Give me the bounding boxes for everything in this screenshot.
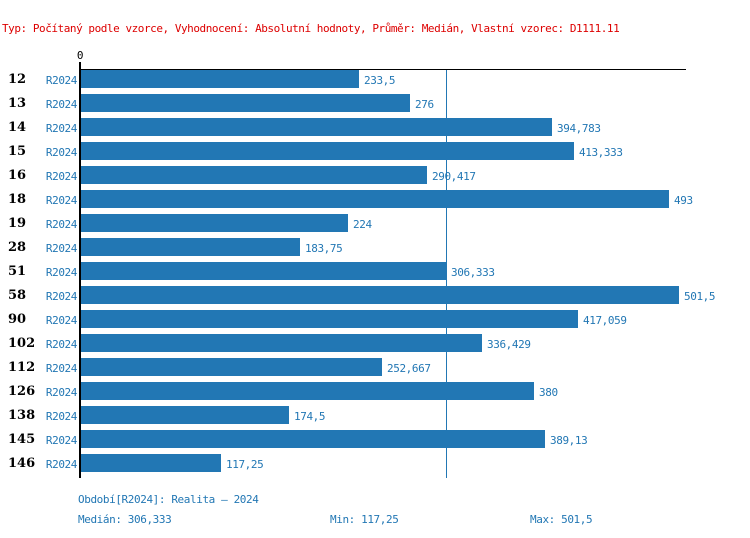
category-label: 14: [8, 120, 27, 135]
bar-row: 126 R2024 380: [0, 382, 750, 406]
series-label: R2024: [45, 290, 78, 303]
bar: [81, 358, 382, 376]
bar: [81, 190, 669, 208]
chart-config-header: Typ: Počítaný podle vzorce, Vyhodnocení:…: [2, 22, 620, 35]
series-label: R2024: [45, 98, 78, 111]
x-axis-line: [80, 69, 686, 70]
bar-value-label: 117,25: [226, 458, 264, 471]
bar-value-label: 276: [415, 98, 434, 111]
category-label: 58: [8, 288, 27, 303]
y-axis-line: [79, 62, 81, 478]
series-label: R2024: [45, 434, 78, 447]
bar-value-label: 380: [539, 386, 558, 399]
bar: [81, 334, 482, 352]
bar-row: 19 R2024 224: [0, 214, 750, 238]
bar-value-label: 389,13: [550, 434, 588, 447]
bar-row: 146 R2024 117,25: [0, 454, 750, 478]
bar-row: 28 R2024 183,75: [0, 238, 750, 262]
bar-row: 18 R2024 493: [0, 190, 750, 214]
bar-row: 12 R2024 233,5: [0, 70, 750, 94]
bar-row: 138 R2024 174,5: [0, 406, 750, 430]
category-label: 112: [8, 360, 36, 375]
series-label: R2024: [45, 386, 78, 399]
bar-value-label: 394,783: [557, 122, 601, 135]
bar-row: 14 R2024 394,783: [0, 118, 750, 142]
category-label: 28: [8, 240, 27, 255]
min-stat: Min: 117,25: [330, 513, 399, 526]
bar: [81, 310, 578, 328]
bar-value-label: 233,5: [364, 74, 396, 87]
bar-row: 51 R2024 306,333: [0, 262, 750, 286]
series-label: R2024: [45, 362, 78, 375]
series-label: R2024: [45, 218, 78, 231]
series-label: R2024: [45, 338, 78, 351]
bar: [81, 262, 446, 280]
bar-row: 145 R2024 389,13: [0, 430, 750, 454]
bar-row: 15 R2024 413,333: [0, 142, 750, 166]
category-label: 15: [8, 144, 27, 159]
bar: [81, 118, 552, 136]
bar: [81, 166, 427, 184]
series-label: R2024: [45, 74, 78, 87]
bar-row: 90 R2024 417,059: [0, 310, 750, 334]
bar: [81, 94, 410, 112]
bar-value-label: 183,75: [305, 242, 343, 255]
series-label: R2024: [45, 194, 78, 207]
bar-row: 16 R2024 290,417: [0, 166, 750, 190]
series-label: R2024: [45, 146, 78, 159]
bar: [81, 286, 679, 304]
category-label: 12: [8, 72, 27, 87]
category-label: 126: [8, 384, 36, 399]
series-label: R2024: [45, 314, 78, 327]
bar-value-label: 501,5: [684, 290, 716, 303]
bar-value-label: 413,333: [579, 146, 623, 159]
x-axis-zero-label: 0: [76, 49, 84, 62]
bar-row: 112 R2024 252,667: [0, 358, 750, 382]
category-label: 146: [8, 456, 36, 471]
bar: [81, 454, 221, 472]
max-stat: Max: 501,5: [530, 513, 593, 526]
category-label: 145: [8, 432, 36, 447]
bar: [81, 382, 534, 400]
bar-row: 58 R2024 501,5: [0, 286, 750, 310]
bar: [81, 406, 289, 424]
median-stat: Medián: 306,333: [78, 513, 172, 526]
series-label: R2024: [45, 170, 78, 183]
category-label: 13: [8, 96, 27, 111]
series-label: R2024: [45, 458, 78, 471]
bar: [81, 70, 359, 88]
bar-value-label: 336,429: [487, 338, 531, 351]
bar-value-label: 306,333: [451, 266, 495, 279]
bar-value-label: 290,417: [432, 170, 476, 183]
category-label: 90: [8, 312, 27, 327]
bar-row: 13 R2024 276: [0, 94, 750, 118]
bar: [81, 430, 545, 448]
category-label: 16: [8, 168, 27, 183]
bar-value-label: 493: [674, 194, 693, 207]
bar: [81, 142, 574, 160]
bar-value-label: 174,5: [294, 410, 326, 423]
category-label: 138: [8, 408, 36, 423]
bar-row: 102 R2024 336,429: [0, 334, 750, 358]
category-label: 102: [8, 336, 36, 351]
category-label: 51: [8, 264, 27, 279]
bar: [81, 214, 348, 232]
bar-rows: 12 R2024 233,5 13 R2024 276 14 R2024 394…: [0, 70, 750, 478]
series-label: R2024: [45, 242, 78, 255]
category-label: 18: [8, 192, 27, 207]
series-label: R2024: [45, 410, 78, 423]
series-label: R2024: [45, 266, 78, 279]
bar-value-label: 224: [353, 218, 372, 231]
bar: [81, 238, 300, 256]
period-label: Období[R2024]: Realita – 2024: [78, 493, 259, 506]
series-label: R2024: [45, 122, 78, 135]
bar-value-label: 252,667: [387, 362, 431, 375]
category-label: 19: [8, 216, 27, 231]
bar-value-label: 417,059: [583, 314, 627, 327]
median-reference-line: [446, 70, 447, 478]
